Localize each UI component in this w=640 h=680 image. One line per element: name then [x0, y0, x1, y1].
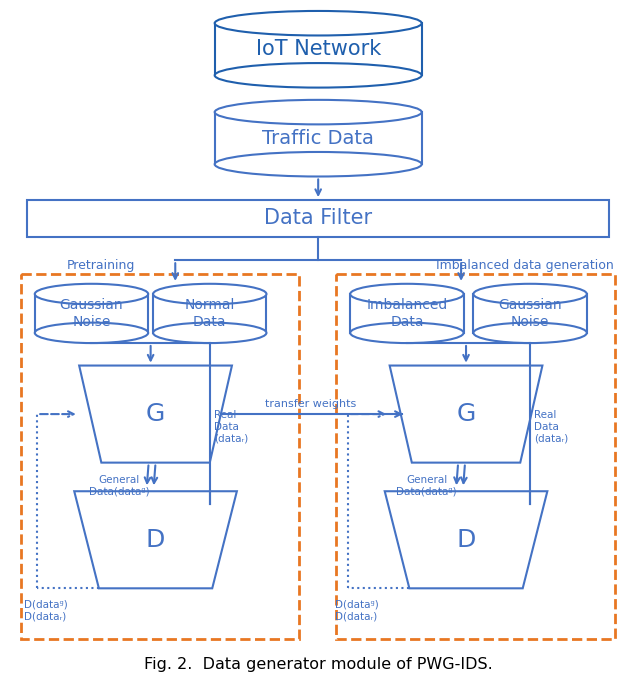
Text: Normal
Data: Normal Data: [184, 299, 235, 328]
Ellipse shape: [153, 284, 266, 304]
Text: General
Data(dataᵍ): General Data(dataᵍ): [89, 475, 149, 496]
Text: D: D: [146, 528, 165, 551]
Bar: [20, 273, 300, 639]
Text: Real
Data
(dataᵣ): Real Data (dataᵣ): [534, 410, 568, 443]
Bar: [214, 23, 422, 75]
Bar: [350, 294, 463, 333]
Bar: [35, 294, 148, 333]
Text: D(dataᵍ)
D(dataᵣ): D(dataᵍ) D(dataᵣ): [24, 600, 68, 622]
Ellipse shape: [350, 284, 463, 304]
Text: transfer weights: transfer weights: [265, 399, 356, 409]
Polygon shape: [74, 491, 237, 588]
Ellipse shape: [474, 322, 587, 343]
Text: Imbalanced
Data: Imbalanced Data: [366, 299, 447, 328]
Ellipse shape: [35, 322, 148, 343]
Ellipse shape: [35, 284, 148, 304]
Text: Imbalanced data generation: Imbalanced data generation: [436, 258, 614, 271]
Text: Fig. 2.  Data generator module of PWG-IDS.: Fig. 2. Data generator module of PWG-IDS…: [144, 658, 493, 673]
Text: G: G: [456, 402, 476, 426]
Text: Traffic Data: Traffic Data: [262, 129, 374, 148]
Bar: [474, 294, 587, 333]
Bar: [153, 294, 266, 333]
Bar: [336, 273, 615, 639]
Bar: [28, 200, 609, 237]
Text: D(dataᵍ)
D(dataᵣ): D(dataᵍ) D(dataᵣ): [335, 600, 379, 622]
Text: IoT Network: IoT Network: [255, 39, 381, 59]
Polygon shape: [79, 366, 232, 462]
Text: Data Filter: Data Filter: [264, 208, 372, 228]
Ellipse shape: [474, 284, 587, 304]
Text: General
Data(dataᵍ): General Data(dataᵍ): [396, 475, 457, 496]
Text: Pretraining: Pretraining: [67, 258, 136, 271]
Ellipse shape: [214, 152, 422, 177]
Text: Gaussian
Noise: Gaussian Noise: [499, 299, 562, 328]
Polygon shape: [385, 491, 547, 588]
Ellipse shape: [214, 100, 422, 124]
Text: D: D: [456, 528, 476, 551]
Text: Real
Data
(dataᵣ): Real Data (dataᵣ): [214, 410, 248, 443]
Polygon shape: [390, 366, 543, 462]
Ellipse shape: [153, 322, 266, 343]
Bar: [214, 112, 422, 165]
Ellipse shape: [214, 11, 422, 35]
Text: G: G: [146, 402, 165, 426]
Ellipse shape: [350, 322, 463, 343]
Ellipse shape: [214, 63, 422, 88]
Text: Gaussian
Noise: Gaussian Noise: [60, 299, 124, 328]
